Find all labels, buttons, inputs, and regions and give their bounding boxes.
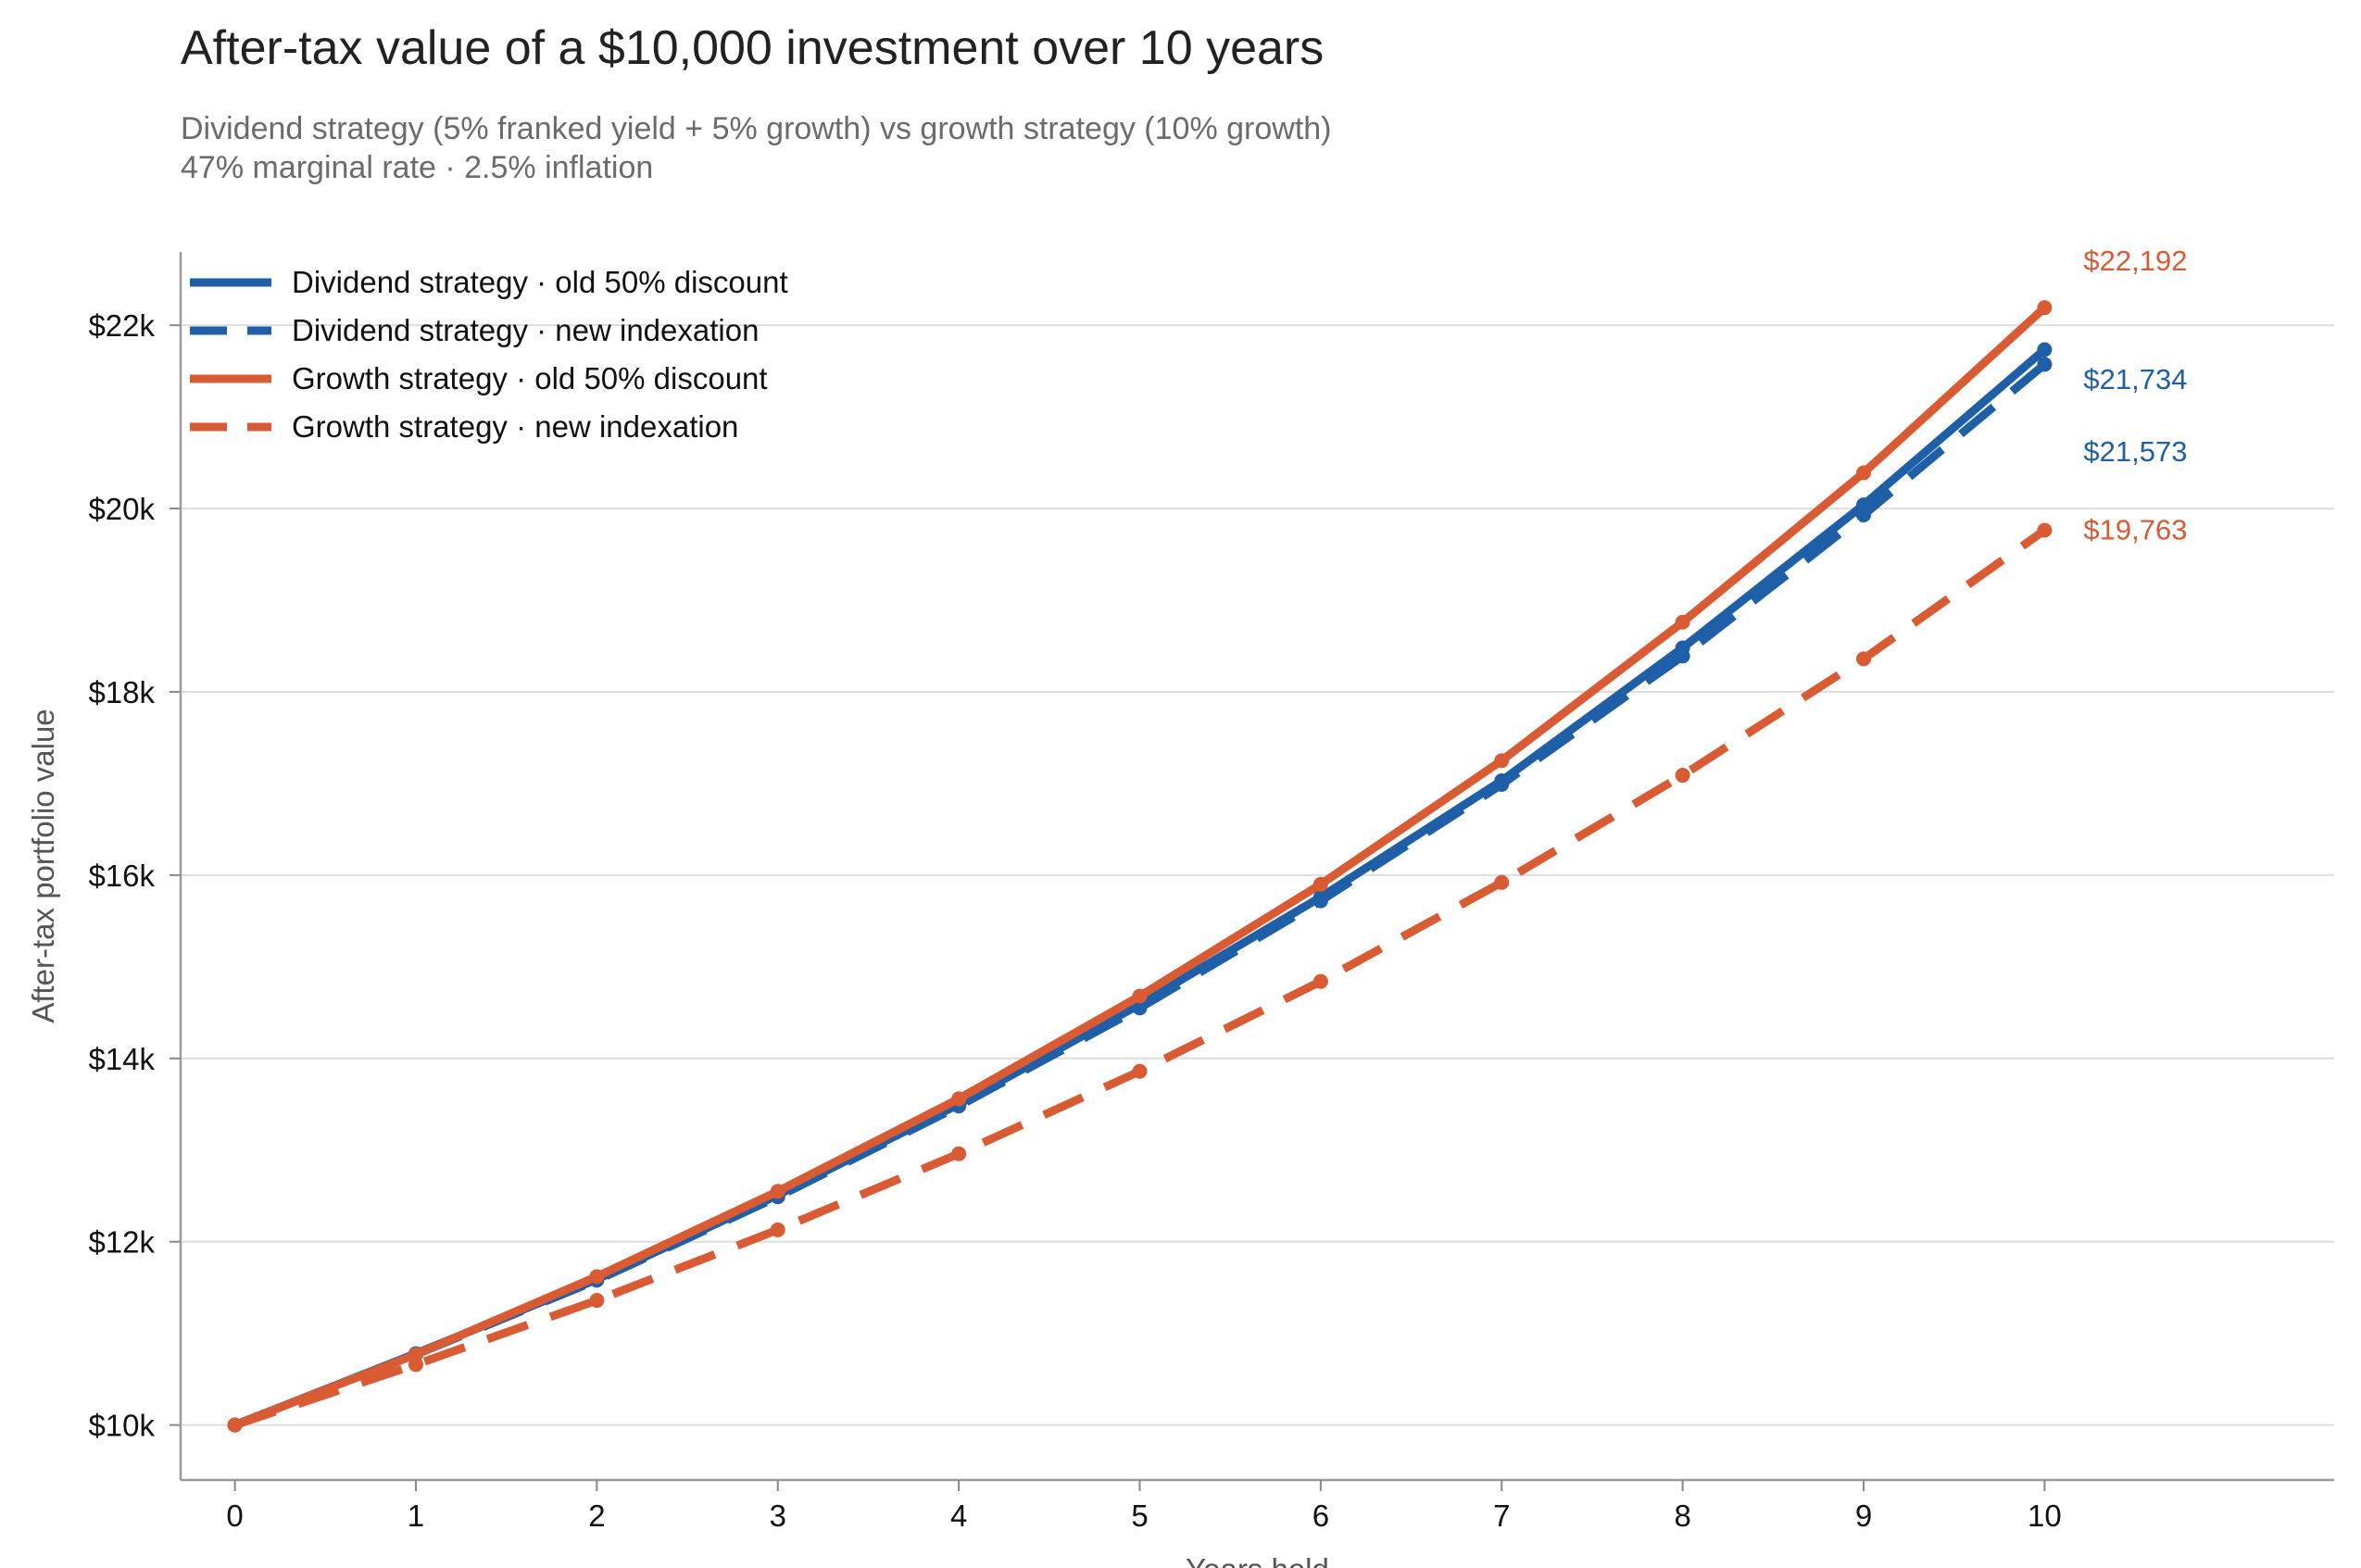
series-2-point [1494, 776, 1510, 792]
y-tick-label: $16k [88, 859, 155, 893]
x-tick-label: 5 [1131, 1499, 1148, 1533]
series-3-point [1132, 988, 1148, 1004]
y-tick-label: $22k [88, 308, 155, 343]
y-axis-title: After-tax portfolio value [26, 709, 60, 1022]
series-line-3 [232, 304, 2048, 1429]
chart-subtitle-line-2: 47% marginal rate · 2.5% inflation [181, 150, 654, 185]
series-1-point [2037, 342, 2053, 358]
series-4-point [589, 1293, 605, 1309]
legend-label-3: Growth strategy · old 50% discount [292, 361, 768, 395]
series-line-1 [232, 346, 2048, 1429]
series-2-point [1132, 1000, 1148, 1016]
end-label-series-3: $22,192 [2083, 245, 2187, 277]
gridlines [181, 324, 2334, 1426]
series-3-point [1675, 614, 1690, 630]
series-3-point [1494, 753, 1510, 769]
series-2-point [1675, 648, 1690, 664]
end-labels: $22,192 $21,734 $21,573 $19,763 [2083, 245, 2187, 546]
x-tick-label: 1 [408, 1499, 424, 1533]
series-2-point [1856, 508, 1872, 523]
series-4-point [951, 1146, 967, 1161]
chart-subtitle-line-1: Dividend strategy (5% franked yield + 5%… [181, 111, 1332, 146]
x-axis-title: Years held [1186, 1552, 1329, 1568]
series-4-point [1312, 973, 1328, 989]
x-tick-label: 8 [1674, 1499, 1690, 1533]
series-4-point [1675, 768, 1690, 784]
x-tick-label: 0 [226, 1499, 243, 1533]
series-4-point [1494, 874, 1510, 890]
end-label-series-1: $21,734 [2083, 363, 2187, 395]
x-tick-label: 10 [2028, 1499, 2062, 1533]
series-4-point [1132, 1063, 1148, 1079]
series-4-point [1856, 651, 1872, 667]
y-tick-label: $10k [88, 1409, 155, 1443]
series-2-point [2037, 357, 2053, 372]
y-tick-label: $20k [88, 492, 155, 526]
series-3-point [770, 1184, 785, 1199]
series-4-point [770, 1222, 785, 1237]
series-2-point [1312, 893, 1328, 909]
series-3-point [1312, 876, 1328, 892]
series-layer [227, 300, 2053, 1433]
series-3-point [589, 1269, 605, 1285]
axes: $10k $12k $14k $16k $18k $20k $22k 0 1 2 3 4 5 6 7 8 9 10 [88, 252, 2334, 1533]
legend-label-1: Dividend strategy · old 50% discount [292, 265, 788, 299]
x-tick-label: 7 [1493, 1499, 1510, 1533]
chart-title: After-tax value of a $10,000 investment … [181, 21, 1325, 75]
legend-label-4: Growth strategy · new indexation [292, 409, 738, 444]
series-3-point [951, 1091, 967, 1107]
legend: Dividend strategy · old 50% discount Divi… [190, 265, 788, 444]
x-tick-label: 2 [588, 1499, 605, 1533]
series-line-2 [232, 360, 2048, 1429]
y-tick-label: $18k [88, 675, 155, 709]
series-3-point [2037, 300, 2053, 316]
x-tick-label: 4 [950, 1499, 967, 1533]
series-4-point [2037, 522, 2053, 538]
end-label-series-4: $19,763 [2083, 514, 2187, 546]
y-tick-label: $12k [88, 1225, 155, 1260]
series-4-point [408, 1357, 423, 1373]
legend-label-2: Dividend strategy · new indexation [292, 313, 759, 347]
series-3-point [1856, 465, 1872, 481]
series-4-point [227, 1417, 243, 1433]
x-tick-label: 3 [770, 1499, 786, 1533]
end-label-series-2: $21,573 [2083, 435, 2187, 468]
y-tick-label: $14k [88, 1042, 155, 1076]
series-line-4 [233, 526, 2048, 1429]
x-tick-label: 6 [1312, 1499, 1329, 1533]
x-tick-label: 9 [1855, 1499, 1872, 1533]
